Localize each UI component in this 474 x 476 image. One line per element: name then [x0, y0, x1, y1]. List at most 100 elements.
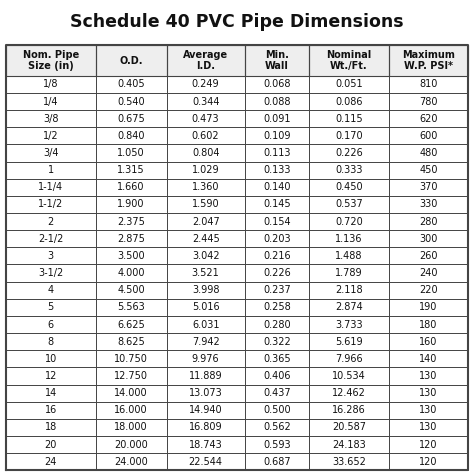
Bar	[309, 453, 389, 470]
Bar	[6, 230, 96, 248]
Text: 1.660: 1.660	[118, 182, 145, 192]
Text: 1.590: 1.590	[192, 199, 219, 209]
Bar	[6, 248, 96, 265]
Bar	[6, 385, 96, 402]
Bar	[245, 385, 309, 402]
Text: 12: 12	[45, 371, 57, 381]
Bar	[309, 76, 389, 93]
Text: 16.809: 16.809	[189, 422, 222, 432]
Text: 160: 160	[419, 337, 438, 347]
Bar	[166, 265, 245, 282]
Text: 11.889: 11.889	[189, 371, 222, 381]
Text: O.D.: O.D.	[119, 56, 143, 66]
Bar	[96, 453, 166, 470]
Bar	[309, 248, 389, 265]
Text: Nominal
Wt./Ft.: Nominal Wt./Ft.	[326, 50, 372, 71]
Bar	[166, 436, 245, 453]
Text: 20: 20	[45, 439, 57, 449]
Bar	[389, 110, 468, 127]
Bar	[309, 316, 389, 333]
Bar	[96, 248, 166, 265]
Bar	[309, 144, 389, 161]
Text: 1-1/4: 1-1/4	[38, 182, 63, 192]
Bar	[245, 265, 309, 282]
Text: 0.537: 0.537	[335, 199, 363, 209]
Text: 180: 180	[419, 319, 438, 329]
Bar	[96, 436, 166, 453]
Text: 0.437: 0.437	[263, 388, 291, 398]
Bar	[245, 178, 309, 196]
Text: 0.540: 0.540	[117, 97, 145, 107]
Bar	[166, 299, 245, 316]
Text: 780: 780	[419, 97, 438, 107]
Bar	[245, 161, 309, 178]
Bar	[6, 299, 96, 316]
Text: 0.249: 0.249	[192, 79, 219, 89]
Text: 190: 190	[419, 302, 438, 312]
Text: 3/8: 3/8	[43, 114, 58, 124]
Text: 24.183: 24.183	[332, 439, 365, 449]
Bar	[6, 333, 96, 350]
Bar	[96, 161, 166, 178]
Text: 140: 140	[419, 354, 438, 364]
Text: 260: 260	[419, 251, 438, 261]
Bar	[389, 265, 468, 282]
Text: 14.940: 14.940	[189, 405, 222, 415]
Text: 16: 16	[45, 405, 57, 415]
Text: 120: 120	[419, 456, 438, 466]
Bar	[309, 196, 389, 213]
Bar	[245, 299, 309, 316]
Bar	[96, 333, 166, 350]
Bar	[389, 213, 468, 230]
Text: 3: 3	[47, 251, 54, 261]
Text: 2.047: 2.047	[192, 217, 219, 227]
Bar	[166, 367, 245, 385]
Bar	[245, 127, 309, 144]
Bar	[166, 161, 245, 178]
Bar	[309, 333, 389, 350]
Bar	[166, 453, 245, 470]
Bar	[389, 248, 468, 265]
Text: 0.051: 0.051	[335, 79, 363, 89]
Text: 1.360: 1.360	[192, 182, 219, 192]
Bar	[245, 453, 309, 470]
Text: 130: 130	[419, 371, 438, 381]
Text: 1/4: 1/4	[43, 97, 58, 107]
Bar	[245, 76, 309, 93]
Text: 0.226: 0.226	[263, 268, 291, 278]
Bar	[389, 144, 468, 161]
Text: 620: 620	[419, 114, 438, 124]
Bar	[309, 161, 389, 178]
Bar	[389, 367, 468, 385]
Bar	[6, 436, 96, 453]
Text: 0.333: 0.333	[335, 165, 363, 175]
Text: 0.154: 0.154	[263, 217, 291, 227]
Bar	[166, 196, 245, 213]
Bar	[6, 402, 96, 419]
Bar	[96, 282, 166, 299]
Bar	[245, 248, 309, 265]
Bar	[166, 178, 245, 196]
Bar	[309, 93, 389, 110]
Text: 0.226: 0.226	[335, 148, 363, 158]
Text: 240: 240	[419, 268, 438, 278]
Text: 0.687: 0.687	[263, 456, 291, 466]
Bar	[96, 196, 166, 213]
Text: 1.029: 1.029	[192, 165, 219, 175]
Bar	[166, 110, 245, 127]
Bar	[309, 178, 389, 196]
Text: 0.344: 0.344	[192, 97, 219, 107]
Text: 370: 370	[419, 182, 438, 192]
Text: 2.375: 2.375	[117, 217, 145, 227]
Text: 450: 450	[419, 165, 438, 175]
Text: 16.286: 16.286	[332, 405, 365, 415]
Bar	[309, 402, 389, 419]
Text: 1.789: 1.789	[335, 268, 363, 278]
Bar	[389, 316, 468, 333]
Bar	[6, 178, 96, 196]
Text: 3.733: 3.733	[335, 319, 363, 329]
Text: 480: 480	[419, 148, 438, 158]
Bar	[245, 213, 309, 230]
Text: 1.136: 1.136	[335, 234, 363, 244]
Text: 130: 130	[419, 388, 438, 398]
